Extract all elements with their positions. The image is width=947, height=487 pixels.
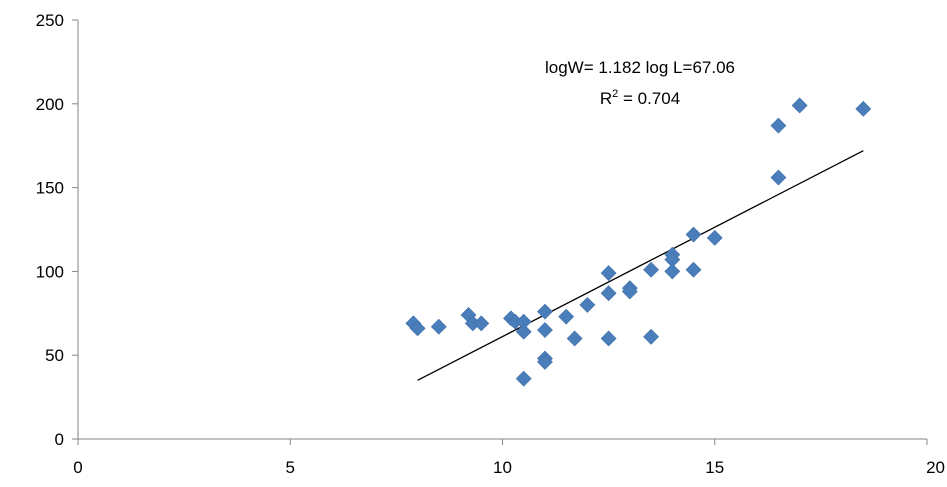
x-tick-label: 5 (286, 458, 295, 477)
data-point (537, 303, 553, 320)
data-point (515, 370, 532, 387)
data-point (643, 261, 659, 278)
data-point (855, 100, 872, 117)
data-point (770, 169, 787, 186)
data-point (706, 229, 723, 246)
data-point (685, 261, 702, 278)
y-tick-label: 250 (36, 11, 64, 30)
r-squared-label: R2 = 0.704 (600, 88, 680, 108)
data-point (791, 97, 808, 114)
r-squared-prefix: R (600, 89, 612, 108)
data-point (643, 328, 659, 345)
linear-trendline (417, 150, 864, 381)
x-tick-label: 10 (493, 458, 512, 477)
data-point (430, 318, 447, 335)
data-point (770, 117, 787, 134)
data-point (566, 330, 583, 347)
r-squared-value: = 0.704 (618, 89, 680, 108)
x-tick-label: 0 (73, 458, 82, 477)
data-point (664, 263, 681, 280)
x-tick-label: 15 (705, 458, 724, 477)
y-tick-label: 100 (36, 262, 64, 281)
plot-area: 0 50 100 150 200 250 0 5 10 15 20 (36, 11, 945, 477)
data-point (409, 320, 426, 337)
data-point (537, 353, 553, 370)
trendline-equation: logW= 1.182 log L=67.06 (545, 58, 735, 77)
y-tick-label: 200 (36, 95, 64, 114)
data-point (558, 308, 575, 325)
data-point (579, 296, 596, 313)
data-point (600, 330, 617, 347)
data-point (537, 322, 553, 338)
y-tick-label: 50 (45, 346, 64, 365)
r-squared-superscript: 2 (612, 88, 618, 100)
y-tick-label: 150 (36, 179, 64, 198)
data-point (685, 226, 702, 243)
data-point (473, 315, 490, 332)
y-tick-label: 0 (55, 430, 64, 449)
data-point (600, 285, 617, 302)
data-point (621, 283, 638, 300)
data-point (600, 265, 617, 282)
data-point (515, 323, 532, 340)
x-tick-label: 20 (926, 458, 945, 477)
